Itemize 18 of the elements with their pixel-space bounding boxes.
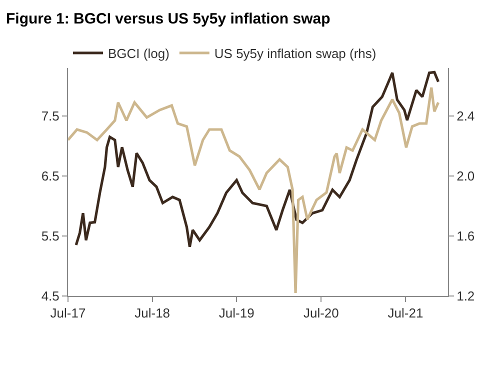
y-tick-label: 5.5 [41,228,60,244]
legend-label: US 5y5y inflation swap (rhs) [214,46,376,62]
y-tick-label: 7.5 [41,108,60,124]
y2-tick-label: 2.0 [456,168,475,184]
x-tick-label: Jul-21 [388,306,424,321]
x-tick-label: Jul-18 [134,306,170,321]
x-tick-label: Jul-20 [303,306,339,321]
y-tick-label: 4.5 [41,288,60,304]
line-series [74,70,440,248]
y2-tick-label: 2.4 [456,108,475,124]
x-tick-label: Jul-17 [50,306,86,321]
y-tick-label: 6.5 [41,168,60,184]
legend-label: BGCI (log) [108,46,170,62]
x-tick-label: Jul-19 [218,306,254,321]
line-series [68,86,440,294]
chart-title: Figure 1: BGCI versus US 5y5y inflation swap [6,10,330,28]
y2-tick-label: 1.6 [456,228,475,244]
y2-tick-label: 1.2 [456,288,475,304]
